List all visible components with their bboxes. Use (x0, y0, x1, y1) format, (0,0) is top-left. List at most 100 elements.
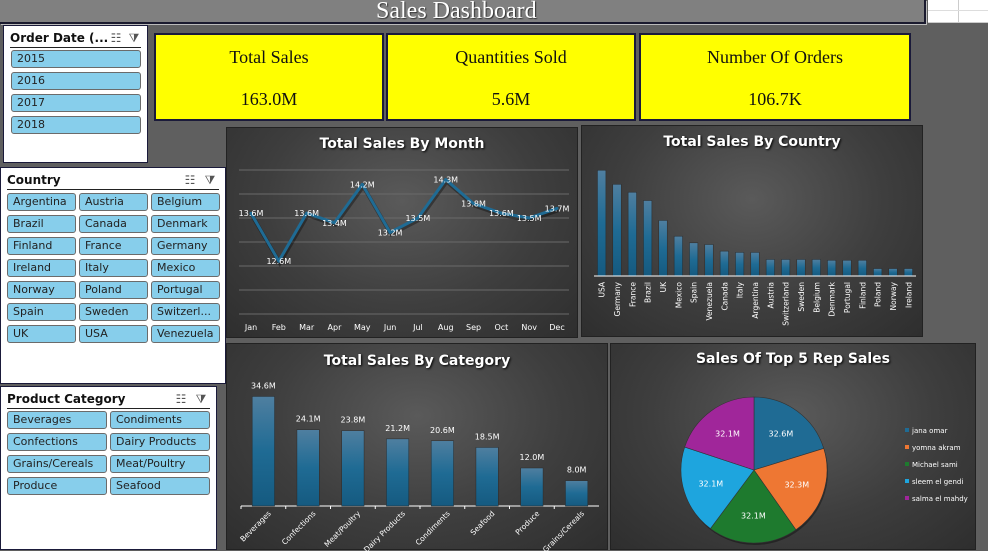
slicer-item-spain[interactable]: Spain (7, 303, 76, 321)
data-label: 13.5M (406, 214, 431, 223)
bar (658, 220, 668, 277)
data-label: 32.6M (769, 430, 794, 439)
x-tick-label: Brazil (644, 282, 653, 303)
x-tick-label: Beverages (238, 509, 273, 544)
slicer-item-mexico[interactable]: Mexico (151, 259, 220, 277)
slicer-item-sweden[interactable]: Sweden (79, 303, 148, 321)
data-label: 12.6M (266, 257, 291, 266)
bar (750, 252, 760, 277)
slicer-item-argentina[interactable]: Argentina (7, 193, 76, 211)
x-tick-label: Belgium (812, 282, 821, 313)
bar (627, 191, 637, 277)
slicer-item-condiments[interactable]: Condiments (110, 411, 210, 429)
pie-slice (753, 396, 825, 471)
bar (251, 396, 275, 507)
multi-select-icon[interactable]: ☷ (175, 392, 187, 406)
slicer-item-2018[interactable]: 2018 (11, 116, 141, 134)
slicer-order-date: Order Date (... ☷ ⧩ 2015 2016 2017 2018 (3, 25, 148, 163)
legend-label: Michael sami (912, 461, 958, 469)
slicer-item-portugal[interactable]: Portugal (151, 281, 220, 299)
slicer-item-italy[interactable]: Italy (79, 259, 148, 277)
x-tick-label: Denmark (828, 281, 837, 316)
bar-chart: 34.6M Beverages 24.1M Confections 23.8M Meat/… (238, 381, 599, 551)
chart-sales-by-month[interactable]: Total Sales By Month 13.6M Jan 12.6M Feb 13.… (226, 127, 578, 338)
data-label: 13.6M (239, 209, 264, 218)
worksheet-cells[interactable] (928, 0, 988, 23)
clear-filter-icon[interactable]: ⧩ (128, 31, 140, 45)
x-tick-label: Sep (466, 323, 481, 332)
bar-chart: USA Germany France Brazil UK Mexico Spain Venez… (594, 169, 916, 326)
chart-sales-by-category[interactable]: Total Sales By Category 34.6M Beverages 24… (226, 343, 608, 551)
chart-top-5-reps[interactable]: Sales Of Top 5 Rep Sales 32.6M 32.3M 32.1M… (610, 343, 976, 550)
kpi-value: 5.6M (491, 89, 531, 109)
slicer-item-meat-poultry[interactable]: Meat/Poultry (110, 455, 210, 473)
clear-filter-icon[interactable]: ⧩ (195, 392, 207, 406)
slicer-item-switzerl[interactable]: Switzerl... (151, 303, 220, 321)
slicer-item-finland[interactable]: Finland (7, 237, 76, 255)
legend-swatch (905, 479, 909, 483)
x-tick-label: Feb (272, 323, 286, 332)
x-tick-label: Canada (720, 282, 729, 311)
x-tick-label: UK (659, 281, 668, 292)
slicer-item-ireland[interactable]: Ireland (7, 259, 76, 277)
legend-label: jana omar (911, 427, 948, 435)
data-label: 32.3M (784, 481, 809, 490)
clear-filter-icon[interactable]: ⧩ (204, 173, 216, 187)
slicer-item-2017[interactable]: 2017 (11, 94, 141, 112)
pie-chart: 32.6M 32.3M 32.1M 32.1M 32.1M jana omar yomna … (680, 396, 968, 545)
slicer-item-france[interactable]: France (79, 237, 148, 255)
slicer-item-seafood[interactable]: Seafood (110, 477, 210, 495)
x-tick-label: Oct (494, 323, 508, 332)
bar (796, 259, 806, 277)
data-point (499, 211, 503, 215)
bar (873, 268, 883, 277)
bar (888, 268, 898, 277)
slicer-item-germany[interactable]: Germany (151, 237, 220, 255)
slicer-item-2016[interactable]: 2016 (11, 72, 141, 90)
x-tick-label: Confections (280, 509, 318, 547)
slicer-item-beverages[interactable]: Beverages (7, 411, 107, 429)
x-tick-label: Argentina (751, 282, 760, 319)
x-tick-label: Switzerland (782, 282, 791, 326)
x-tick-label: Produce (514, 509, 542, 537)
data-label: 12.0M (520, 453, 545, 462)
bar (735, 252, 745, 277)
data-label: 18.5M (475, 432, 500, 441)
data-label: 23.8M (341, 416, 366, 425)
slicer-item-canada[interactable]: Canada (79, 215, 148, 233)
slicer-item-denmark[interactable]: Denmark (151, 215, 220, 233)
x-tick-label: Mar (299, 323, 315, 332)
data-label: 32.1M (741, 511, 766, 520)
slicer-item-norway[interactable]: Norway (7, 281, 76, 299)
x-tick-label: France (628, 282, 637, 307)
slicer-product-category: Product Category ☷ ⧩ Beverages Condiments… (0, 386, 217, 550)
kpi-quantities-sold: Quantities Sold 5.6M (386, 33, 636, 121)
slicer-item-confections[interactable]: Confections (7, 433, 107, 451)
legend-swatch (905, 462, 909, 466)
slicer-item-venezuela[interactable]: Venezuela (151, 325, 220, 343)
x-tick-label: USA (598, 281, 607, 297)
data-label: 32.1M (698, 480, 723, 489)
line-chart: 13.6M Jan 12.6M Feb 13.6M Mar 13.4M Apr 14.2M May… (239, 169, 569, 332)
chart-sales-by-country[interactable]: Total Sales By Country USA Germany France B… (581, 125, 923, 337)
slicer-item-poland[interactable]: Poland (79, 281, 148, 299)
slicer-item-usa[interactable]: USA (79, 325, 148, 343)
slicer-item-austria[interactable]: Austria (79, 193, 148, 211)
data-point (277, 259, 281, 263)
slicer-item-belgium[interactable]: Belgium (151, 193, 220, 211)
series-line-shadow (250, 178, 559, 268)
multi-select-icon[interactable]: ☷ (110, 31, 122, 45)
x-tick-label: Jan (244, 323, 257, 332)
slicer-item-brazil[interactable]: Brazil (7, 215, 76, 233)
pie-slice (710, 469, 797, 544)
slicer-item-uk[interactable]: UK (7, 325, 76, 343)
bar (842, 259, 852, 277)
x-tick-label: Poland (874, 282, 883, 307)
multi-select-icon[interactable]: ☷ (184, 173, 196, 187)
slicer-item-produce[interactable]: Produce (7, 477, 107, 495)
bar (341, 430, 365, 507)
bar (719, 250, 729, 277)
slicer-item-dairy-products[interactable]: Dairy Products (110, 433, 210, 451)
slicer-item-grains-cereals[interactable]: Grains/Cereals (7, 455, 107, 473)
slicer-item-2015[interactable]: 2015 (11, 50, 141, 68)
